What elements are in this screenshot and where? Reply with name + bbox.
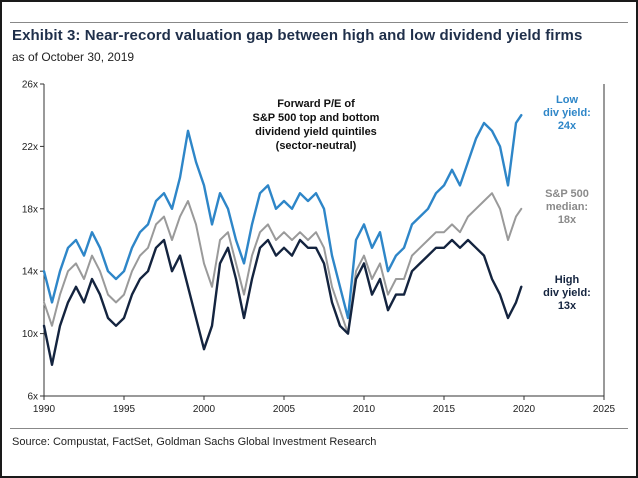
chart-series-lines	[42, 113, 523, 366]
chart-annotation-line: (sector-neutral)	[276, 140, 357, 152]
chart-annotation-line: dividend yield quintiles	[255, 126, 377, 138]
x-tick-label: 2010	[353, 404, 376, 415]
y-tick-label: 10x	[22, 329, 38, 340]
source-note: Source: Compustat, FactSet, Goldman Sach…	[12, 436, 377, 448]
x-tick-label: 2015	[433, 404, 456, 415]
exhibit-subtitle: as of October 30, 2019	[12, 50, 135, 64]
y-tick-label: 26x	[22, 80, 38, 91]
top-rule	[10, 22, 628, 23]
chart-annotation: Forward P/E of S&P 500 top and bottom divi…	[253, 98, 380, 152]
exhibit-title: Exhibit 3: Near-record valuation gap bet…	[12, 27, 583, 44]
chart-annotation-line: Forward P/E of	[277, 98, 355, 110]
series-line-median	[43, 192, 523, 335]
series-label-high: 13x	[558, 300, 577, 312]
x-tick-label: 2000	[193, 404, 216, 415]
y-tick-label: 18x	[22, 204, 38, 215]
x-tick-label: 2025	[593, 404, 616, 415]
series-label-high: div yield:	[543, 287, 591, 299]
series-label-low: Low	[556, 94, 578, 106]
x-tick-label: 1995	[113, 404, 136, 415]
series-label-median: S&P 500	[545, 188, 589, 200]
series-line-low	[42, 113, 523, 320]
series-label-median: 18x	[558, 214, 577, 226]
y-tick-label: 22x	[22, 142, 38, 153]
x-tick-label: 1990	[33, 404, 56, 415]
series-label-low: 24x	[558, 120, 577, 132]
chart-axes: 6x 10x 14x 18x 22x 26x 1990 1995 2000 2005 2010 201…	[22, 80, 616, 416]
series-label-median: median:	[546, 201, 588, 213]
x-tick-label: 2020	[513, 404, 536, 415]
series-label-high: High	[555, 274, 580, 286]
bottom-rule	[10, 428, 628, 429]
chart-annotation-line: S&P 500 top and bottom	[253, 112, 380, 124]
y-tick-label: 14x	[22, 267, 38, 278]
series-line-high	[42, 238, 523, 366]
x-tick-label: 2005	[273, 404, 296, 415]
series-label-low: div yield:	[543, 107, 591, 119]
y-tick-label: 6x	[27, 392, 38, 403]
